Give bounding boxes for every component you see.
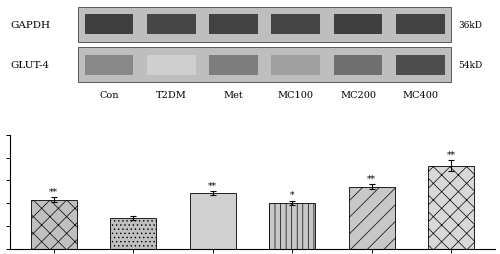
Bar [396, 56, 444, 75]
Bar [269, 203, 316, 249]
Text: 54kD: 54kD [458, 61, 483, 70]
Text: *: * [290, 190, 294, 199]
Bar [272, 15, 320, 35]
Text: **: ** [49, 187, 58, 196]
Bar [110, 218, 156, 249]
Bar [147, 15, 196, 35]
Bar [84, 56, 134, 75]
Bar [78, 8, 452, 42]
Text: 36kD: 36kD [458, 21, 482, 29]
Text: MC200: MC200 [340, 90, 376, 99]
Text: **: ** [447, 150, 456, 159]
Bar [428, 166, 474, 249]
Text: GAPDH: GAPDH [10, 21, 50, 29]
Bar [78, 48, 452, 83]
Text: MC400: MC400 [402, 90, 438, 99]
Bar [209, 56, 258, 75]
Bar [334, 56, 382, 75]
Text: T2DM: T2DM [156, 90, 186, 99]
Bar [147, 56, 196, 75]
Text: Met: Met [224, 90, 244, 99]
Text: Con: Con [100, 90, 119, 99]
Text: GLUT-4: GLUT-4 [10, 61, 49, 70]
Bar [334, 15, 382, 35]
Text: **: ** [368, 174, 376, 183]
Text: MC100: MC100 [278, 90, 314, 99]
Bar [272, 56, 320, 75]
Bar [348, 187, 395, 249]
Bar [84, 15, 134, 35]
Text: **: ** [208, 181, 217, 190]
Bar [190, 193, 236, 249]
Bar [396, 15, 444, 35]
Bar [30, 200, 77, 249]
Bar [209, 15, 258, 35]
